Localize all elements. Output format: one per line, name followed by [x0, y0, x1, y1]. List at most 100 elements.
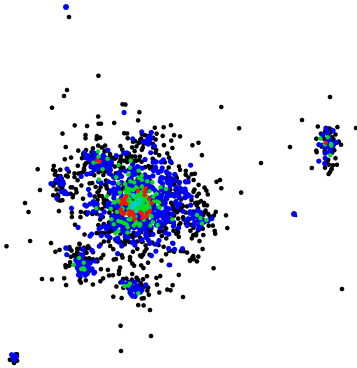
outer-point — [124, 131, 130, 136]
outer-point — [98, 255, 104, 261]
outer-point — [82, 232, 87, 237]
outer-point — [190, 253, 196, 259]
outer-point — [120, 102, 125, 107]
outer-point — [314, 136, 319, 141]
mid-density-point — [150, 180, 155, 185]
outer-point — [192, 171, 198, 177]
low-density-point — [85, 186, 92, 192]
low-density-point — [142, 226, 148, 232]
low-density-point — [164, 190, 170, 196]
outer-point — [159, 258, 164, 263]
low-density-point — [130, 136, 136, 142]
low-density-point — [92, 258, 98, 264]
high-density-point — [124, 201, 129, 206]
mid-density-point — [131, 180, 137, 185]
mid-density-point — [194, 212, 200, 218]
low-density-point — [159, 213, 165, 219]
outer-point — [69, 185, 75, 190]
outer-point — [98, 279, 103, 284]
mid-density-point — [136, 175, 141, 180]
outer-point — [57, 247, 62, 253]
low-density-point — [134, 164, 141, 170]
outer-point — [168, 288, 173, 293]
mid-density-point — [125, 230, 130, 235]
outer-point — [101, 239, 107, 244]
low-density-point — [153, 248, 159, 254]
outer-point — [50, 192, 56, 198]
low-density-point — [142, 175, 149, 181]
outer-point — [334, 162, 340, 168]
mid-density-point — [144, 203, 149, 208]
low-density-point — [172, 246, 178, 252]
low-density-point — [61, 188, 68, 194]
low-density-point — [291, 211, 297, 217]
outer-point — [196, 191, 202, 197]
outer-point — [176, 164, 182, 169]
low-density-point — [143, 232, 149, 238]
low-density-point — [48, 181, 54, 187]
low-density-point — [139, 287, 145, 293]
outer-point — [223, 213, 229, 218]
outer-point — [164, 236, 169, 241]
outer-point — [98, 184, 103, 190]
low-density-point — [139, 165, 145, 171]
outer-point — [313, 148, 319, 153]
outer-point — [163, 252, 169, 257]
outer-point — [204, 188, 209, 193]
outer-point — [106, 273, 112, 278]
outer-point — [72, 174, 77, 180]
low-density-point — [158, 159, 164, 165]
outer-point — [135, 302, 141, 308]
low-density-point — [148, 129, 154, 135]
outer-point — [154, 282, 160, 287]
low-density-point — [109, 213, 116, 219]
low-density-point — [324, 130, 331, 136]
low-density-point — [159, 181, 166, 187]
low-density-point — [176, 179, 183, 185]
outer-point — [39, 276, 45, 282]
outer-point — [69, 210, 75, 215]
low-density-point — [68, 205, 75, 211]
low-density-point — [87, 233, 93, 239]
outer-point — [56, 208, 62, 214]
outer-point — [80, 196, 86, 201]
low-density-point — [88, 164, 94, 170]
low-density-point — [330, 128, 336, 134]
outer-point — [156, 152, 162, 158]
outer-point — [134, 144, 139, 149]
low-density-point — [98, 180, 104, 186]
mid-density-point — [128, 179, 133, 184]
outer-point — [135, 246, 140, 252]
outer-point — [63, 144, 68, 150]
mid-density-point — [112, 200, 118, 205]
outer-point — [74, 246, 80, 251]
outer-point — [205, 192, 211, 197]
outer-point — [154, 275, 159, 281]
outer-point — [35, 166, 40, 172]
outer-point — [330, 163, 336, 168]
low-density-point — [121, 150, 127, 156]
outer-point — [81, 166, 87, 171]
outer-point — [132, 148, 137, 154]
low-density-point — [156, 237, 162, 244]
low-density-point — [182, 179, 188, 185]
low-density-point — [89, 266, 95, 272]
outer-point — [335, 124, 340, 130]
mid-density-point — [116, 181, 121, 186]
low-density-point — [121, 109, 127, 116]
outer-point — [177, 134, 183, 139]
low-density-point — [111, 180, 117, 186]
low-density-point — [209, 216, 215, 222]
mid-density-point — [116, 198, 121, 203]
low-density-point — [170, 223, 176, 229]
low-density-point — [322, 160, 328, 167]
outer-point — [353, 125, 357, 131]
outer-point — [287, 144, 293, 150]
outer-point — [174, 210, 180, 215]
outer-point — [65, 174, 71, 179]
outer-point — [67, 263, 72, 269]
outer-point — [219, 186, 224, 191]
low-density-point — [119, 228, 125, 234]
mid-density-point — [198, 216, 203, 221]
outer-point — [90, 146, 96, 151]
